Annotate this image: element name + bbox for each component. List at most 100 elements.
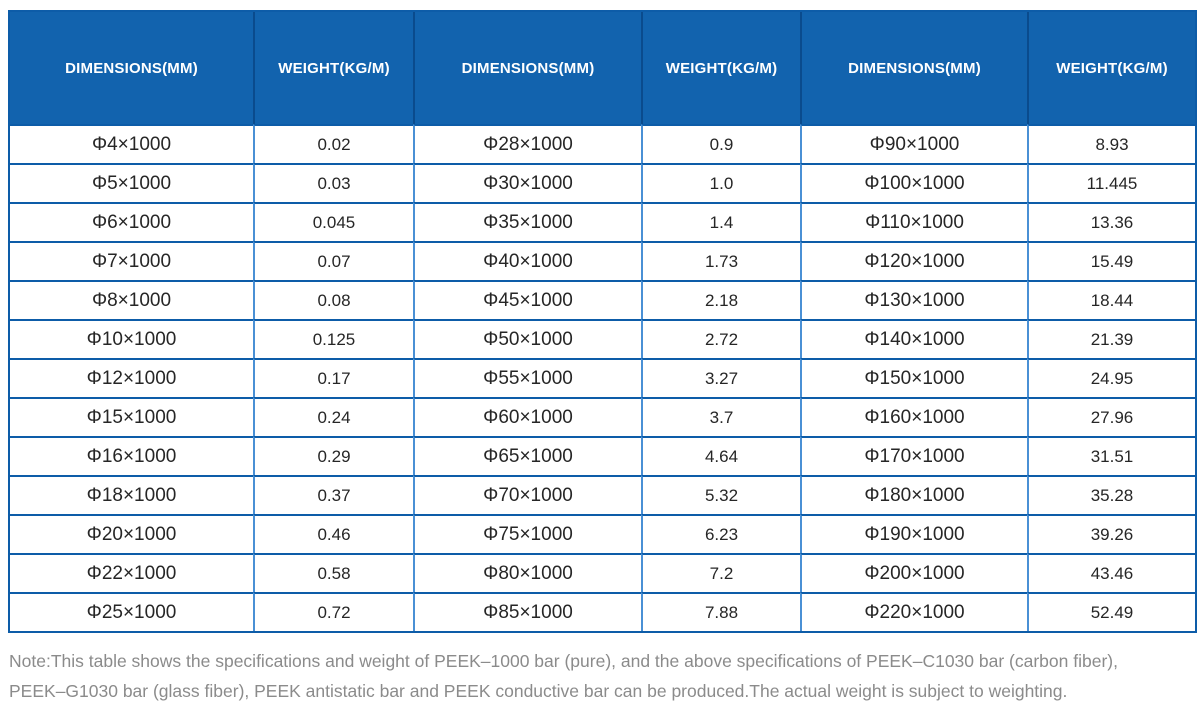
table-row: Φ5×1000 0.03 Φ30×1000 1.0 Φ100×1000 11.445	[10, 163, 1195, 202]
dimension-cell: Φ75×1000	[413, 514, 641, 553]
weight-cell: 0.46	[253, 514, 413, 553]
dimension-cell: Φ85×1000	[413, 592, 641, 631]
weight-cell: 52.49	[1027, 592, 1195, 631]
weight-cell: 21.39	[1027, 319, 1195, 358]
table-header-row: DIMENSIONS(MM) WEIGHT(KG/M) DIMENSIONS(M…	[10, 12, 1195, 124]
weight-cell: 2.72	[641, 319, 800, 358]
dimension-cell: Φ45×1000	[413, 280, 641, 319]
weight-cell: 1.0	[641, 163, 800, 202]
dimension-cell: Φ15×1000	[10, 397, 253, 436]
header-weight-1: WEIGHT(KG/M)	[253, 12, 413, 124]
weight-cell: 7.2	[641, 553, 800, 592]
header-dimensions-3: DIMENSIONS(MM)	[800, 12, 1027, 124]
dimension-cell: Φ160×1000	[800, 397, 1027, 436]
dimension-cell: Φ150×1000	[800, 358, 1027, 397]
weight-cell: 43.46	[1027, 553, 1195, 592]
dimension-cell: Φ28×1000	[413, 124, 641, 163]
table-row: Φ16×1000 0.29 Φ65×1000 4.64 Φ170×1000 31.51	[10, 436, 1195, 475]
weight-cell: 7.88	[641, 592, 800, 631]
table-row: Φ22×1000 0.58 Φ80×1000 7.2 Φ200×1000 43.46	[10, 553, 1195, 592]
dimension-cell: Φ55×1000	[413, 358, 641, 397]
weight-cell: 13.36	[1027, 202, 1195, 241]
dimension-cell: Φ35×1000	[413, 202, 641, 241]
table-row: Φ10×1000 0.125 Φ50×1000 2.72 Φ140×1000 21.39	[10, 319, 1195, 358]
weight-cell: 0.72	[253, 592, 413, 631]
dimension-cell: Φ30×1000	[413, 163, 641, 202]
dimension-cell: Φ22×1000	[10, 553, 253, 592]
weight-cell: 0.17	[253, 358, 413, 397]
table-row: Φ12×1000 0.17 Φ55×1000 3.27 Φ150×1000 24.95	[10, 358, 1195, 397]
dimension-cell: Φ190×1000	[800, 514, 1027, 553]
weight-cell: 2.18	[641, 280, 800, 319]
dimension-cell: Φ140×1000	[800, 319, 1027, 358]
weight-cell: 0.37	[253, 475, 413, 514]
table-row: Φ18×1000 0.37 Φ70×1000 5.32 Φ180×1000 35.28	[10, 475, 1195, 514]
weight-cell: 0.29	[253, 436, 413, 475]
dimension-cell: Φ90×1000	[800, 124, 1027, 163]
weight-cell: 0.9	[641, 124, 800, 163]
dimension-cell: Φ100×1000	[800, 163, 1027, 202]
weight-cell: 3.7	[641, 397, 800, 436]
weight-cell: 0.125	[253, 319, 413, 358]
table-body: Φ4×1000 0.02 Φ28×1000 0.9 Φ90×1000 8.93 Φ5×100…	[10, 124, 1195, 631]
weight-cell: 0.03	[253, 163, 413, 202]
header-dimensions-1: DIMENSIONS(MM)	[10, 12, 253, 124]
dimension-cell: Φ65×1000	[413, 436, 641, 475]
dimension-cell: Φ6×1000	[10, 202, 253, 241]
dimension-cell: Φ12×1000	[10, 358, 253, 397]
dimension-cell: Φ200×1000	[800, 553, 1027, 592]
dimension-cell: Φ10×1000	[10, 319, 253, 358]
footnote-line-2: PEEK–G1030 bar (glass fiber), PEEK antis…	[9, 681, 1068, 701]
dimension-cell: Φ18×1000	[10, 475, 253, 514]
weight-cell: 11.445	[1027, 163, 1195, 202]
weight-cell: 8.93	[1027, 124, 1195, 163]
table-row: Φ7×1000 0.07 Φ40×1000 1.73 Φ120×1000 15.49	[10, 241, 1195, 280]
weight-cell: 4.64	[641, 436, 800, 475]
weight-cell: 0.24	[253, 397, 413, 436]
peek-bar-spec-table: DIMENSIONS(MM) WEIGHT(KG/M) DIMENSIONS(M…	[8, 10, 1197, 633]
table-row: Φ8×1000 0.08 Φ45×1000 2.18 Φ130×1000 18.44	[10, 280, 1195, 319]
table-row: Φ25×1000 0.72 Φ85×1000 7.88 Φ220×1000 52.49	[10, 592, 1195, 631]
weight-cell: 0.045	[253, 202, 413, 241]
weight-cell: 0.02	[253, 124, 413, 163]
weight-cell: 1.4	[641, 202, 800, 241]
weight-cell: 35.28	[1027, 475, 1195, 514]
weight-cell: 0.58	[253, 553, 413, 592]
table-row: Φ15×1000 0.24 Φ60×1000 3.7 Φ160×1000 27.96	[10, 397, 1195, 436]
dimension-cell: Φ8×1000	[10, 280, 253, 319]
dimension-cell: Φ40×1000	[413, 241, 641, 280]
header-weight-2: WEIGHT(KG/M)	[641, 12, 800, 124]
weight-cell: 27.96	[1027, 397, 1195, 436]
weight-cell: 39.26	[1027, 514, 1195, 553]
table-row: Φ4×1000 0.02 Φ28×1000 0.9 Φ90×1000 8.93	[10, 124, 1195, 163]
dimension-cell: Φ25×1000	[10, 592, 253, 631]
table-row: Φ6×1000 0.045 Φ35×1000 1.4 Φ110×1000 13.36	[10, 202, 1195, 241]
table-row: Φ20×1000 0.46 Φ75×1000 6.23 Φ190×1000 39.26	[10, 514, 1195, 553]
weight-cell: 18.44	[1027, 280, 1195, 319]
dimension-cell: Φ5×1000	[10, 163, 253, 202]
weight-cell: 5.32	[641, 475, 800, 514]
dimension-cell: Φ50×1000	[413, 319, 641, 358]
header-weight-3: WEIGHT(KG/M)	[1027, 12, 1195, 124]
footnote-line-1: Note:This table shows the specifications…	[9, 651, 1118, 671]
weight-cell: 24.95	[1027, 358, 1195, 397]
dimension-cell: Φ110×1000	[800, 202, 1027, 241]
dimension-cell: Φ130×1000	[800, 280, 1027, 319]
weight-cell: 1.73	[641, 241, 800, 280]
dimension-cell: Φ16×1000	[10, 436, 253, 475]
weight-cell: 31.51	[1027, 436, 1195, 475]
dimension-cell: Φ170×1000	[800, 436, 1027, 475]
footnote: Note:This table shows the specifications…	[8, 646, 1193, 706]
weight-cell: 3.27	[641, 358, 800, 397]
dimension-cell: Φ60×1000	[413, 397, 641, 436]
header-dimensions-2: DIMENSIONS(MM)	[413, 12, 641, 124]
weight-cell: 0.07	[253, 241, 413, 280]
dimension-cell: Φ70×1000	[413, 475, 641, 514]
dimension-cell: Φ4×1000	[10, 124, 253, 163]
dimension-cell: Φ180×1000	[800, 475, 1027, 514]
dimension-cell: Φ7×1000	[10, 241, 253, 280]
dimension-cell: Φ20×1000	[10, 514, 253, 553]
dimension-cell: Φ80×1000	[413, 553, 641, 592]
dimension-cell: Φ120×1000	[800, 241, 1027, 280]
